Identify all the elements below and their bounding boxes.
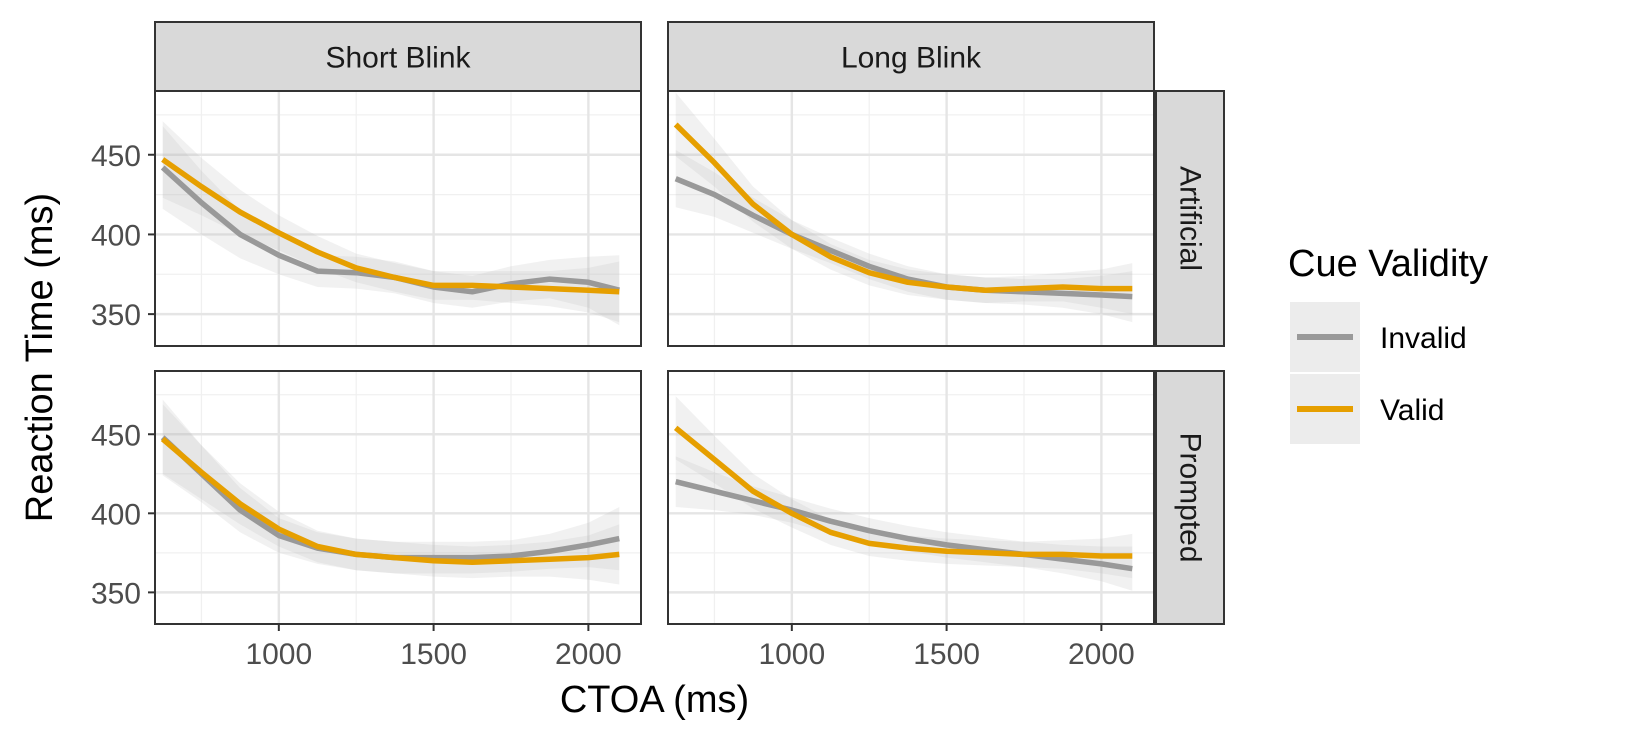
x-tick-label: 1500 [913,638,980,671]
series-line-invalid [675,479,1133,572]
facet-strip-label: Short Blink [325,42,471,75]
legend-label: Invalid [1380,322,1467,355]
confidence-band-valid [162,404,620,585]
y-tick-label: 400 [91,219,141,252]
confidence-band-invalid [162,126,620,326]
facet-strip-label: Long Blink [841,42,982,75]
facet-strip-label: Artificial [1174,166,1207,271]
y-tick-label: 350 [91,299,141,332]
y-tick-label: 450 [91,140,141,173]
legend-title: Cue Validity [1288,243,1488,285]
panel-background [668,91,1154,346]
x-tick-label: 1500 [400,638,467,671]
y-axis-title: Reaction Time (ms) [19,193,61,522]
legend-label: Valid [1380,394,1444,427]
series-line-valid [673,122,1133,293]
x-tick-label: 2000 [1068,638,1135,671]
facet-strip-label: Prompted [1174,432,1207,562]
y-tick-label: 350 [91,577,141,610]
series-line-valid [673,425,1133,559]
facet-strip-column [154,21,642,92]
series-line-valid [161,157,620,295]
panel-background [155,91,641,346]
confidence-band-invalid [675,456,1133,591]
x-tick-label: 1000 [245,638,312,671]
x-tick-label: 1000 [758,638,825,671]
facet-strip-column [667,21,1155,92]
confidence-band-invalid [675,150,1133,323]
panel-border [154,370,642,625]
facet-strip-row [1155,370,1225,625]
series-line-invalid [674,176,1133,300]
y-tick-label: 400 [91,498,141,531]
x-axis-title: CTOA (ms) [560,679,749,721]
confidence-band-valid [162,121,620,323]
panel-border [667,370,1155,625]
x-tick-label: 2000 [555,638,622,671]
facet-strip-row [1155,90,1225,347]
series-line-valid [160,436,620,566]
y-tick-label: 450 [91,419,141,452]
